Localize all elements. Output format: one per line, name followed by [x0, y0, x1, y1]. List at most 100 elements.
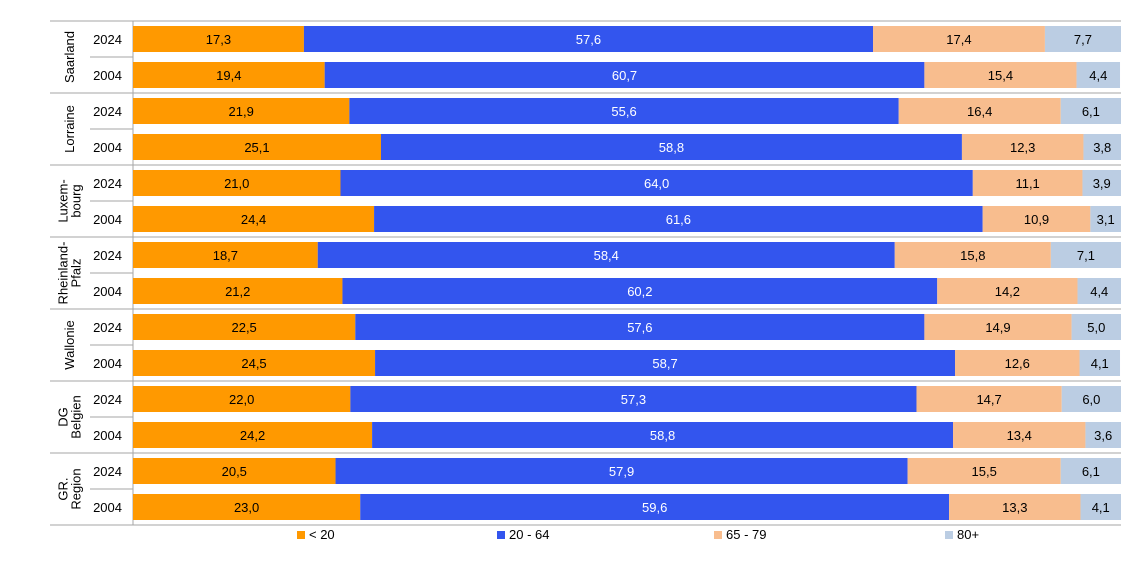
data-label-20-64: 57,3 — [621, 392, 646, 407]
legend: < 20 20 - 64 65 - 79 80+ — [0, 527, 1140, 547]
bar-segment-under-20 — [133, 98, 350, 124]
data-label-80-plus: 6,0 — [1082, 392, 1100, 407]
bar-segment-65-79 — [924, 62, 1077, 88]
year-label: 2004 — [93, 356, 122, 371]
data-label-65-79: 14,7 — [976, 392, 1001, 407]
data-label-65-79: 11,1 — [1015, 176, 1039, 191]
data-label-20-64: 55,6 — [611, 104, 636, 119]
bar-segment-under-20 — [133, 314, 356, 340]
bar-segment-65-79 — [924, 314, 1072, 340]
group-label-line: DG — [56, 407, 71, 427]
group-label: GR.Region — [56, 468, 84, 509]
bar-segment-65-79 — [894, 242, 1051, 268]
data-label-under-20: 25,1 — [244, 140, 269, 155]
data-label-65-79: 14,2 — [995, 284, 1020, 299]
bar-segment-under-20 — [133, 350, 376, 376]
data-label-65-79: 12,3 — [1010, 140, 1035, 155]
year-label: 2024 — [93, 32, 122, 47]
data-label-80-plus: 6,1 — [1082, 104, 1100, 119]
bar-segment-under-20 — [133, 494, 361, 520]
bar-segment-under-20 — [133, 206, 375, 232]
bar-segment-20-64 — [375, 350, 956, 376]
legend-swatch-65-79 — [714, 530, 722, 539]
group-label-line: Rheinland- — [56, 242, 71, 305]
data-label-20-64: 57,9 — [609, 464, 634, 479]
bar-segment-65-79 — [916, 386, 1062, 412]
data-label-80-plus: 3,8 — [1093, 140, 1111, 155]
data-label-under-20: 19,4 — [216, 68, 241, 83]
legend-label-under-20: < 20 — [309, 527, 335, 542]
data-label-65-79: 13,3 — [1002, 500, 1027, 515]
bar-segment-under-20 — [133, 26, 304, 52]
legend-item-80-plus: 80+ — [945, 527, 979, 542]
bar-segment-80-plus — [1083, 134, 1121, 160]
bar-segment-80-plus — [1080, 494, 1121, 520]
group-label-line: Saarland — [62, 31, 77, 83]
bar-segment-80-plus — [1061, 386, 1121, 412]
bar-segment-65-79 — [953, 422, 1086, 448]
bar-segment-80-plus — [1077, 278, 1121, 304]
bar-segment-20-64 — [303, 26, 874, 52]
data-label-20-64: 61,6 — [666, 212, 691, 227]
data-label-20-64: 60,7 — [612, 68, 637, 83]
data-label-20-64: 57,6 — [576, 32, 601, 47]
year-label: 2024 — [93, 176, 122, 191]
data-label-80-plus: 3,6 — [1094, 428, 1112, 443]
data-label-65-79: 13,4 — [1007, 428, 1032, 443]
data-label-20-64: 64,0 — [644, 176, 669, 191]
bar-segment-80-plus — [1076, 62, 1121, 88]
data-label-65-79: 12,6 — [1005, 356, 1030, 371]
bar-segment-20-64 — [324, 62, 925, 88]
bar-segment-20-64 — [372, 422, 954, 448]
bar-segment-20-64 — [340, 170, 973, 196]
year-label: 2024 — [93, 320, 122, 335]
group-label-line: bourg — [69, 184, 84, 217]
data-label-80-plus: 3,1 — [1097, 212, 1115, 227]
legend-item-20-64: 20 - 64 — [497, 527, 549, 542]
year-label: 2004 — [93, 140, 122, 155]
data-label-65-79: 15,4 — [988, 68, 1013, 83]
legend-swatch-under-20 — [297, 530, 305, 539]
bar-segment-65-79 — [949, 494, 1081, 520]
bar-segment-65-79 — [972, 170, 1083, 196]
data-label-65-79: 15,8 — [960, 248, 985, 263]
year-label: 2024 — [93, 464, 122, 479]
bar-segment-65-79 — [873, 26, 1045, 52]
group-label-line: Belgien — [69, 395, 84, 438]
legend-label-65-79: 65 - 79 — [726, 527, 767, 542]
bar-segment-80-plus — [1090, 206, 1121, 232]
group-label-line: Luxem- — [56, 179, 71, 222]
group-label: Rheinland-Pfalz — [56, 242, 84, 305]
data-label-20-64: 58,8 — [650, 428, 675, 443]
data-label-20-64: 58,4 — [594, 248, 619, 263]
bar-segment-under-20 — [133, 134, 381, 160]
year-label: 2004 — [93, 500, 122, 515]
data-label-80-plus: 7,7 — [1074, 32, 1092, 47]
year-label: 2024 — [93, 392, 122, 407]
year-label: 2024 — [93, 248, 122, 263]
bar-segment-80-plus — [1060, 458, 1121, 484]
legend-swatch-20-64 — [497, 530, 505, 539]
data-label-80-plus: 7,1 — [1077, 248, 1095, 263]
legend-label-20-64: 20 - 64 — [509, 527, 550, 542]
bar-segment-under-20 — [133, 62, 325, 88]
data-label-under-20: 22,5 — [231, 320, 256, 335]
bar-segment-80-plus — [1079, 350, 1121, 376]
bar-segment-80-plus — [1050, 242, 1121, 268]
data-label-20-64: 58,8 — [659, 140, 684, 155]
data-label-80-plus: 5,0 — [1087, 320, 1105, 335]
legend-item-65-79: 65 - 79 — [714, 527, 766, 542]
legend-label-80-plus: 80+ — [957, 527, 980, 542]
bar-segment-20-64 — [380, 134, 962, 160]
data-label-80-plus: 4,4 — [1089, 68, 1107, 83]
data-label-80-plus: 4,1 — [1091, 356, 1109, 371]
group-label-line: Region — [69, 468, 84, 509]
group-label: Saarland — [62, 31, 77, 83]
bar-segment-20-64 — [349, 98, 899, 124]
bar-segment-20-64 — [350, 386, 917, 412]
data-label-65-79: 16,4 — [967, 104, 992, 119]
group-label-line: Wallonie — [62, 320, 77, 369]
data-label-20-64: 57,6 — [627, 320, 652, 335]
data-label-65-79: 17,4 — [946, 32, 971, 47]
